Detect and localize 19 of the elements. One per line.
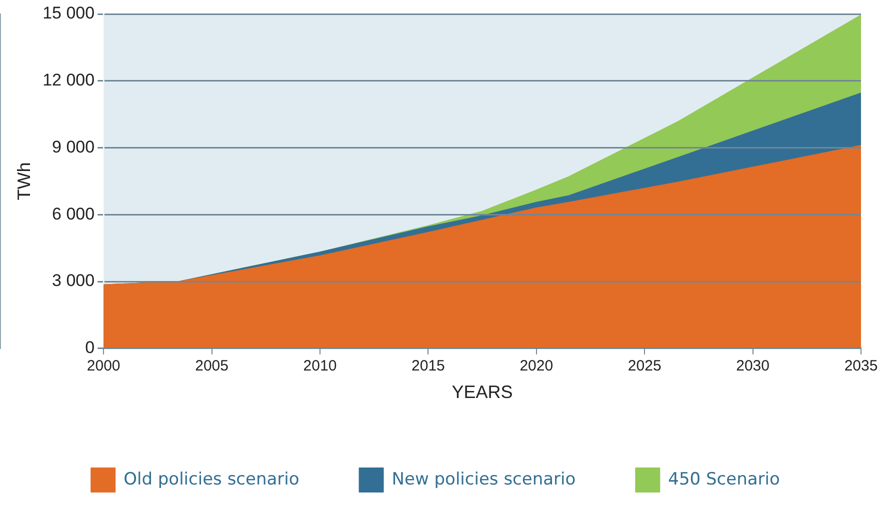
legend-label: Old policies scenario: [124, 469, 300, 490]
x-tick-label: 2020: [520, 358, 554, 375]
y-tick-label: 3 000: [52, 271, 95, 290]
x-tick-label: 2030: [736, 358, 770, 375]
x-tick-label: 2000: [86, 358, 120, 375]
x-tick-label: 2005: [195, 358, 228, 375]
x-tick-label: 2025: [628, 358, 662, 375]
y-axis-title: TWh: [14, 162, 34, 200]
y-tick-label: 15 000: [42, 4, 95, 23]
legend-label: 450 Scenario: [668, 469, 780, 490]
y-tick-label: 12 000: [42, 70, 95, 90]
y-tick-label: 6 000: [52, 204, 95, 224]
x-tick-label: 2010: [303, 358, 337, 375]
y-tick-label: 9 000: [52, 137, 95, 156]
y-tick-label: 0: [85, 338, 95, 358]
x-tick-label: 2035: [844, 358, 878, 375]
x-tick-label: 2015: [412, 358, 445, 375]
legend-label: New policies scenario: [392, 469, 576, 490]
x-axis-title: YEARS: [452, 382, 513, 402]
